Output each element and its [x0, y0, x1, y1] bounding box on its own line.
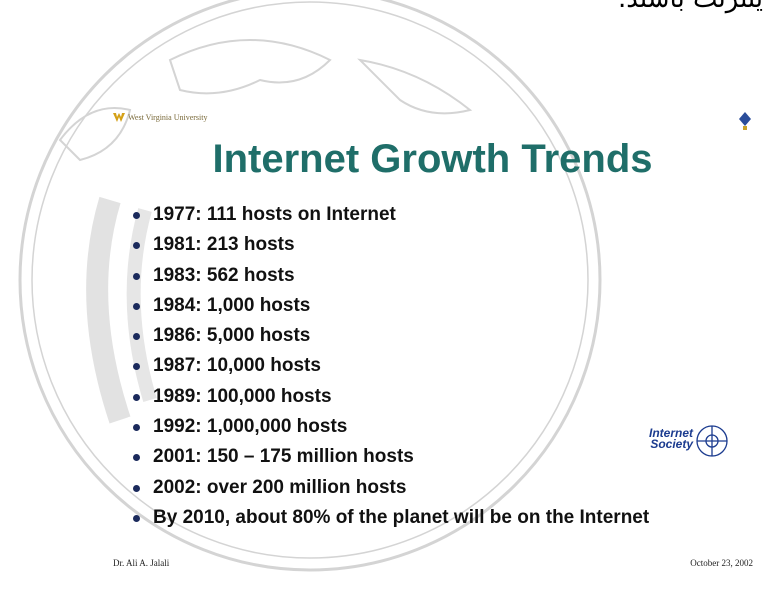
isoc-line: Internet [648, 426, 693, 440]
footer-date: October 23, 2002 [690, 558, 753, 568]
bullet-item: 1987: 10,000 hosts [132, 351, 649, 381]
bullet-item: 1977: 111 hosts on Internet [132, 200, 649, 230]
bullet-item: 1989: 100,000 hosts [132, 382, 649, 412]
university-logo: West Virginia University [113, 113, 207, 122]
logo-mark [113, 113, 125, 122]
slide-title: Internet Growth Trends [212, 137, 653, 181]
persian-text: ینترنت باشند. [618, 0, 763, 14]
bullet-item: 2002: over 200 million hosts [132, 473, 649, 503]
isoc-line: Society [650, 437, 693, 451]
university-name: West Virginia University [128, 113, 208, 122]
bullet-item: 1986: 5,000 hosts [132, 321, 649, 351]
bullet-item: 1992: 1,000,000 hosts [132, 412, 649, 442]
isoc-logo: Internet Society [648, 426, 693, 451]
bullet-item: 1981: 213 hosts [132, 230, 649, 260]
bullet-item: 1984: 1,000 hosts [132, 291, 649, 321]
bullet-item: By 2010, about 80% of the planet will be… [132, 503, 649, 533]
bullet-item: 2001: 150 – 175 million hosts [132, 442, 649, 472]
bullet-item: 1983: 562 hosts [132, 261, 649, 291]
bullet-list: 1977: 111 hosts on Internet 1981: 213 hos… [132, 200, 649, 533]
footer-author: Dr. Ali A. Jalali [113, 558, 170, 568]
